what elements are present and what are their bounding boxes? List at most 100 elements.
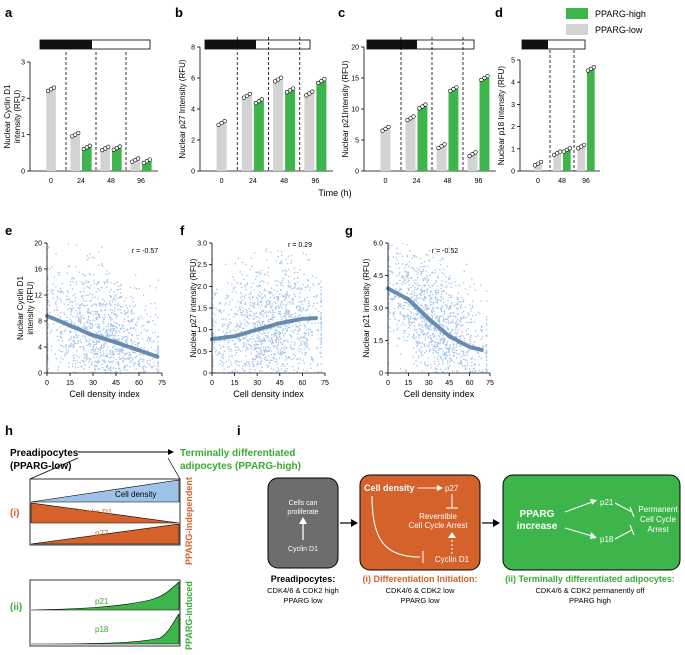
point-f	[308, 328, 310, 330]
point-f	[222, 364, 224, 367]
point-f	[237, 338, 240, 340]
point-g	[428, 284, 430, 286]
point-e	[100, 286, 103, 289]
point-e	[47, 348, 49, 350]
point-f	[315, 308, 317, 310]
point-e	[109, 351, 112, 354]
point-f	[220, 318, 223, 320]
point-g	[425, 270, 427, 272]
point-e	[91, 305, 93, 308]
point-g	[441, 323, 443, 326]
y-tick-label-d: 1	[511, 146, 515, 153]
point-e	[147, 336, 150, 338]
point-e	[87, 286, 90, 288]
point-e	[125, 297, 127, 299]
point-f	[237, 300, 239, 303]
point-f	[263, 354, 265, 356]
point-f	[281, 281, 283, 284]
point-e	[103, 300, 106, 302]
point-g	[454, 315, 457, 317]
point-e	[103, 342, 105, 344]
data-point-c	[383, 126, 388, 131]
point-g	[423, 294, 425, 296]
point-f	[282, 340, 285, 342]
point-e	[114, 335, 116, 337]
point-e	[47, 326, 49, 328]
point-g	[413, 292, 416, 294]
point-g	[398, 320, 400, 322]
point-g	[417, 284, 419, 287]
point-g	[417, 312, 419, 315]
point-e	[102, 335, 105, 337]
point-f	[244, 337, 246, 339]
point-g	[442, 350, 444, 352]
point-f	[231, 298, 233, 301]
point-f	[255, 347, 257, 349]
point-g	[454, 351, 456, 354]
point-g	[397, 302, 399, 304]
point-f	[307, 320, 310, 322]
point-f	[220, 312, 222, 314]
point-g	[456, 313, 459, 315]
point-e	[120, 351, 122, 353]
point-f	[282, 285, 284, 287]
point-g	[453, 362, 455, 364]
point-g	[433, 329, 436, 331]
point-e	[88, 272, 91, 275]
point-f	[256, 285, 258, 288]
point-g	[436, 368, 438, 371]
point-e	[141, 325, 143, 328]
x-tick-label-f: 30	[253, 380, 261, 387]
point-f	[287, 275, 290, 278]
point-e	[124, 354, 127, 356]
point-f	[237, 310, 239, 312]
point-f	[298, 315, 300, 317]
point-f	[260, 325, 263, 327]
data-point-c	[411, 114, 416, 119]
x-tick-label-b: 0	[220, 178, 224, 185]
point-e	[145, 305, 147, 307]
point-e	[138, 319, 140, 321]
point-e	[150, 346, 152, 348]
point-e	[113, 338, 115, 340]
x-axis-label-g: Cell density index	[404, 389, 475, 399]
point-f	[264, 312, 266, 314]
h-cyclin-d1-label: Cyclin D1	[78, 508, 113, 517]
point-e	[121, 336, 124, 338]
point-e	[70, 284, 72, 286]
point-g	[440, 287, 442, 290]
point-e	[103, 327, 105, 330]
point-g	[470, 310, 472, 312]
point-g	[457, 318, 459, 320]
point-f	[301, 337, 303, 339]
point-f	[241, 295, 244, 297]
point-e	[105, 273, 107, 275]
point-e	[88, 257, 90, 259]
point-f	[275, 331, 277, 334]
point-g	[455, 357, 458, 359]
i-box1-text-line1: Cells can	[289, 500, 318, 507]
point-g	[447, 328, 449, 331]
point-f	[282, 277, 285, 280]
point-g	[427, 308, 429, 310]
point-e	[103, 313, 106, 316]
point-f	[273, 353, 276, 355]
point-e	[87, 329, 89, 331]
point-e	[109, 349, 112, 352]
point-f	[305, 337, 308, 340]
point-g	[413, 255, 416, 257]
point-e	[155, 287, 157, 289]
point-e	[47, 344, 49, 346]
point-g	[445, 318, 447, 320]
point-f	[264, 338, 266, 341]
point-e	[98, 289, 101, 291]
point-f	[246, 361, 248, 363]
point-e	[68, 346, 70, 348]
point-e	[107, 369, 109, 371]
point-f	[257, 340, 259, 343]
point-f	[290, 262, 292, 265]
point-f	[248, 365, 251, 367]
point-e	[69, 307, 71, 310]
point-f	[298, 348, 300, 350]
point-e	[157, 348, 159, 350]
